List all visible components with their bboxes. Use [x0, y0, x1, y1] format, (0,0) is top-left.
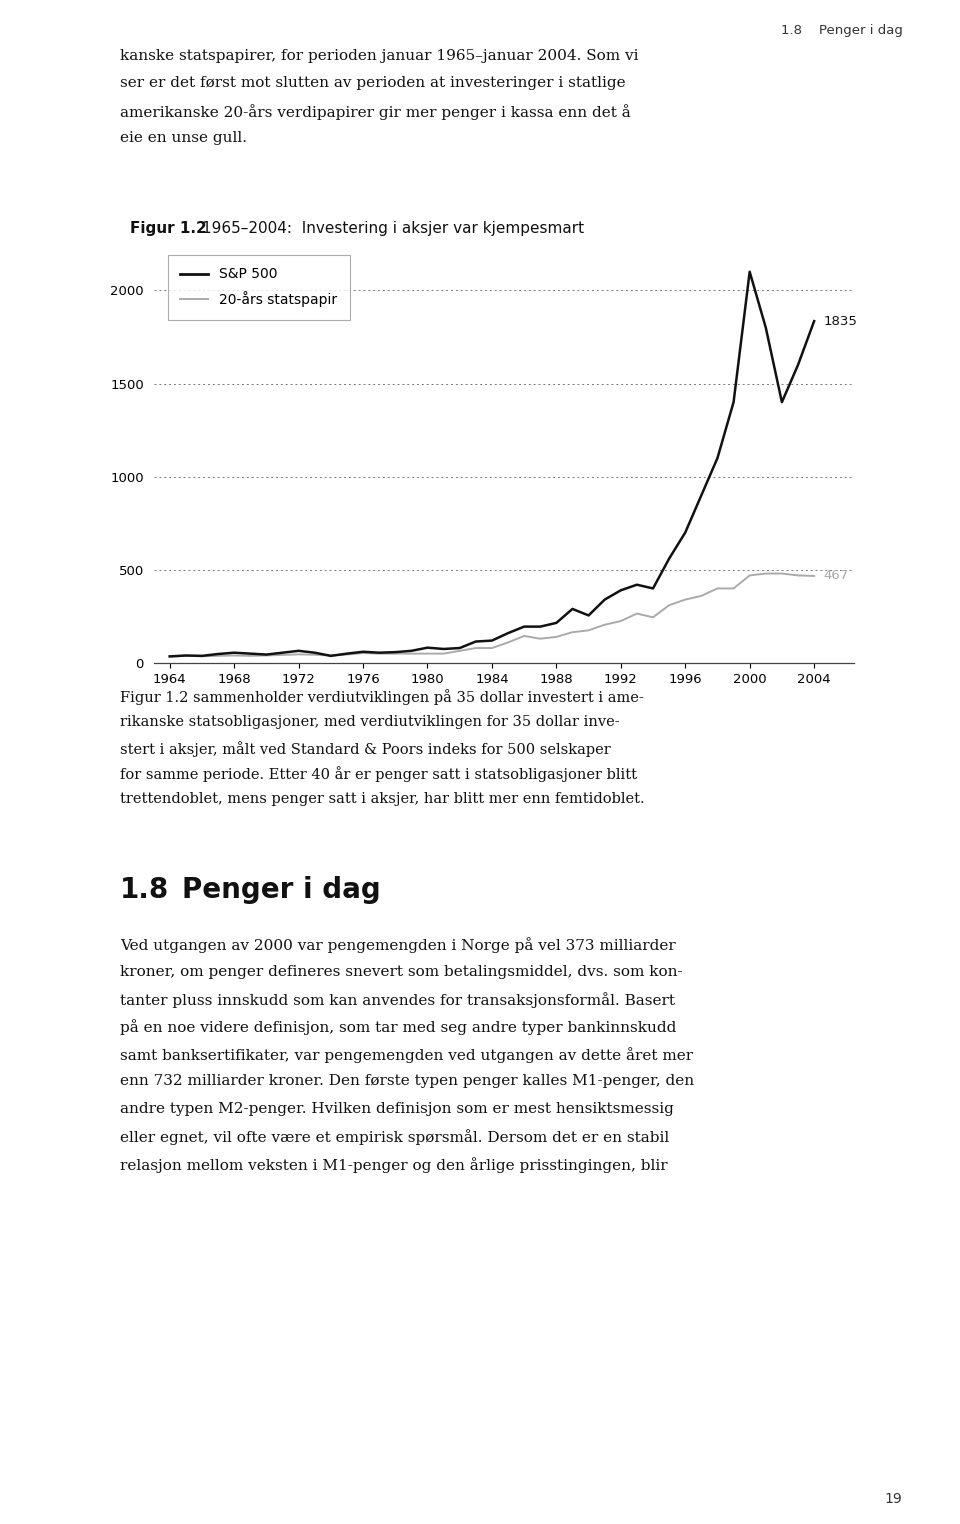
Text: Penger i dag: Penger i dag	[182, 876, 381, 904]
Text: samt banksertifikater, var pengemengden ved utgangen av dette året mer: samt banksertifikater, var pengemengden …	[120, 1047, 693, 1062]
Text: kanske statspapirer, for perioden januar 1965–januar 2004. Som vi: kanske statspapirer, for perioden januar…	[120, 49, 638, 62]
Text: tanter pluss innskudd som kan anvendes for transaksjonsformål. Basert: tanter pluss innskudd som kan anvendes f…	[120, 992, 675, 1007]
Text: ser er det først mot slutten av perioden at investeringer i statlige: ser er det først mot slutten av perioden…	[120, 76, 626, 90]
Text: 1835: 1835	[824, 314, 857, 328]
Text: stert i aksjer, målt ved Standard & Poors indeks for 500 selskaper: stert i aksjer, målt ved Standard & Poor…	[120, 741, 611, 756]
Text: eller egnet, vil ofte være et empirisk spørsmål. Dersom det er en stabil: eller egnet, vil ofte være et empirisk s…	[120, 1129, 669, 1145]
Text: Ved utgangen av 2000 var pengemengden i Norge på vel 373 milliarder: Ved utgangen av 2000 var pengemengden i …	[120, 937, 676, 952]
Text: 467: 467	[824, 570, 849, 582]
Text: eie en unse gull.: eie en unse gull.	[120, 131, 247, 145]
Text: trettendoblet, mens penger satt i aksjer, har blitt mer enn femtidoblet.: trettendoblet, mens penger satt i aksjer…	[120, 792, 644, 806]
Text: 1.8    Penger i dag: 1.8 Penger i dag	[780, 24, 902, 38]
Text: relasjon mellom veksten i M1-penger og den årlige prisstingingen, blir: relasjon mellom veksten i M1-penger og d…	[120, 1157, 667, 1172]
Text: rikanske statsobligasjoner, med verdiutviklingen for 35 dollar inve-: rikanske statsobligasjoner, med verdiutv…	[120, 715, 619, 728]
Text: 19: 19	[885, 1492, 902, 1506]
Text: andre typen M2-penger. Hvilken definisjon som er mest hensiktsmessig: andre typen M2-penger. Hvilken definisjo…	[120, 1102, 674, 1116]
Text: kroner, om penger defineres snevert som betalingsmiddel, dvs. som kon-: kroner, om penger defineres snevert som …	[120, 965, 683, 978]
Text: for samme periode. Etter 40 år er penger satt i statsobligasjoner blitt: for samme periode. Etter 40 år er penger…	[120, 767, 637, 782]
Text: på en noe videre definisjon, som tar med seg andre typer bankinnskudd: på en noe videre definisjon, som tar med…	[120, 1020, 677, 1035]
Text: Figur 1.2: Figur 1.2	[130, 221, 206, 236]
Text: enn 732 milliarder kroner. Den første typen penger kalles M1-penger, den: enn 732 milliarder kroner. Den første ty…	[120, 1074, 694, 1088]
Text: 1.8: 1.8	[120, 876, 169, 904]
Text: 1965–2004:  Investering i aksjer var kjempesmart: 1965–2004: Investering i aksjer var kjem…	[202, 221, 584, 236]
Text: Figur 1.2 sammenholder verdiutviklingen på 35 dollar investert i ame-: Figur 1.2 sammenholder verdiutviklingen …	[120, 689, 644, 704]
Legend: S&P 500, 20-års statspapir: S&P 500, 20-års statspapir	[168, 255, 349, 320]
Text: amerikanske 20-års verdipapirer gir mer penger i kassa enn det å: amerikanske 20-års verdipapirer gir mer …	[120, 104, 631, 119]
